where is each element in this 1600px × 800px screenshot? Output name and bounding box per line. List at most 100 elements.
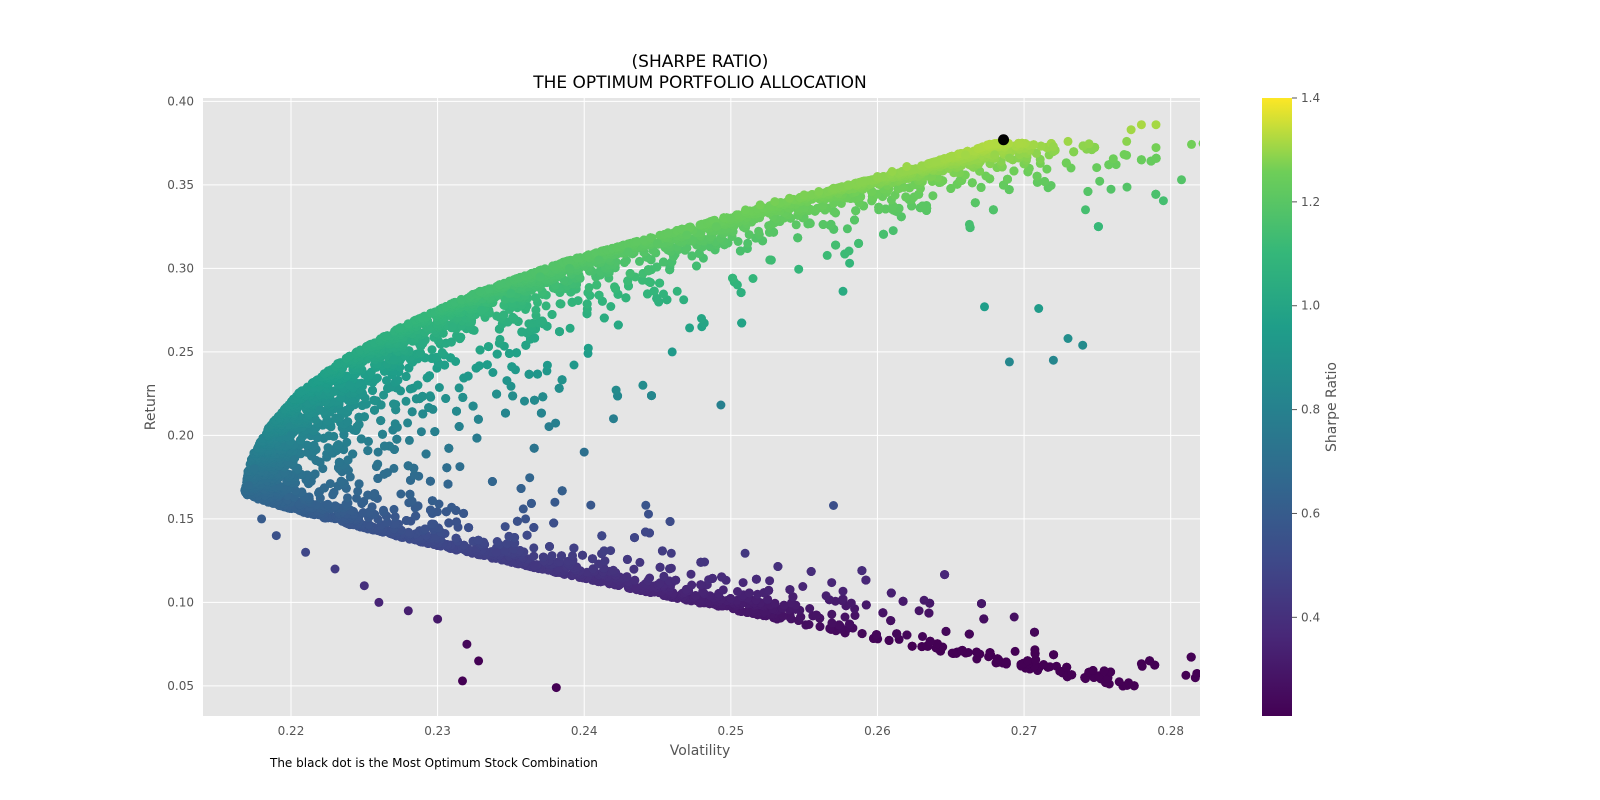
portfolio-point: [691, 591, 701, 601]
portfolio-point: [846, 598, 856, 608]
portfolio-point: [740, 548, 750, 558]
portfolio-point: [324, 431, 334, 441]
portfolio-point: [796, 612, 806, 622]
portfolio-point: [557, 486, 567, 496]
portfolio-point: [599, 546, 609, 556]
portfolio-point: [555, 327, 564, 337]
portfolio-point: [475, 345, 485, 355]
portfolio-point: [508, 391, 518, 401]
portfolio-point: [323, 499, 333, 509]
portfolio-point: [629, 564, 639, 574]
portfolio-point: [666, 548, 676, 558]
portfolio-point: [403, 418, 413, 428]
portfolio-point: [363, 490, 373, 500]
portfolio-point: [454, 422, 464, 431]
portfolio-point: [542, 360, 552, 370]
portfolio-point: [359, 497, 369, 507]
portfolio-point: [716, 400, 726, 410]
portfolio-point: [363, 446, 373, 456]
portfolio-point: [687, 580, 697, 590]
portfolio-point: [1052, 661, 1061, 671]
portfolio-point: [798, 582, 808, 591]
portfolio-point: [1009, 612, 1019, 622]
portfolio-point: [389, 399, 399, 409]
portfolio-point: [487, 477, 497, 486]
chart-title-line-2: THE OPTIMUM PORTFOLIO ALLOCATION: [532, 73, 867, 93]
portfolio-point: [323, 443, 333, 453]
portfolio-point: [333, 440, 343, 449]
portfolio-point: [507, 362, 517, 372]
portfolio-point: [840, 612, 850, 622]
portfolio-point: [484, 342, 493, 352]
portfolio-point: [492, 537, 502, 546]
portfolio-point: [827, 618, 837, 628]
portfolio-point: [898, 596, 908, 606]
portfolio-point: [495, 334, 505, 344]
portfolio-point: [403, 461, 413, 471]
portfolio-point: [815, 622, 825, 632]
portfolio-point: [336, 476, 346, 486]
portfolio-point: [608, 565, 618, 575]
portfolio-point: [364, 519, 373, 529]
portfolio-point: [529, 543, 539, 553]
portfolio-point: [700, 557, 710, 567]
portfolio-point: [473, 414, 483, 424]
portfolio-point: [985, 648, 995, 658]
portfolio-point: [368, 385, 377, 395]
portfolio-point: [501, 408, 510, 418]
portfolio-point: [473, 535, 483, 545]
portfolio-point: [396, 489, 406, 499]
portfolio-point: [665, 517, 675, 526]
portfolio-point: [416, 427, 426, 437]
portfolio-point: [468, 401, 478, 411]
portfolio-point: [430, 427, 440, 437]
portfolio-point: [367, 502, 377, 512]
portfolio-point: [502, 376, 512, 386]
portfolio-point: [437, 348, 447, 357]
portfolio-point: [379, 505, 388, 515]
portfolio-point: [380, 441, 389, 451]
portfolio-point: [964, 629, 974, 639]
portfolio-point: [583, 343, 593, 353]
portfolio-point: [390, 518, 400, 528]
portfolio-point: [369, 395, 379, 405]
portfolio-point: [1192, 669, 1200, 679]
portfolio-point: [940, 570, 950, 580]
portfolio-point: [342, 437, 352, 447]
portfolio-point: [432, 507, 442, 517]
portfolio-point: [979, 614, 989, 624]
portfolio-point: [647, 391, 656, 401]
portfolio-point: [850, 611, 860, 620]
portfolio-point: [924, 608, 934, 618]
portfolio-point: [401, 396, 411, 406]
portfolio-point: [1049, 650, 1059, 660]
portfolio-point: [310, 469, 320, 479]
portfolio-point: [659, 571, 669, 581]
portfolio-point: [518, 504, 528, 514]
portfolio-point: [726, 594, 736, 603]
portfolio-point: [872, 630, 881, 640]
portfolio-point: [738, 578, 748, 588]
portfolio-point: [517, 327, 527, 337]
portfolio-point: [622, 554, 632, 564]
portfolio-point: [482, 360, 492, 370]
portfolio-point: [613, 320, 623, 330]
portfolio-point: [427, 496, 437, 506]
portfolio-point: [655, 562, 665, 572]
portfolio-point: [405, 489, 415, 499]
portfolio-point: [932, 639, 942, 649]
portfolio-point: [390, 419, 400, 429]
portfolio-point: [751, 574, 761, 584]
portfolio-point: [878, 608, 888, 618]
portfolio-point: [488, 368, 498, 377]
portfolio-point: [502, 539, 512, 549]
portfolio-point: [474, 361, 484, 371]
portfolio-point: [919, 595, 929, 605]
portfolio-point: [401, 372, 411, 381]
portfolio-point: [569, 543, 579, 553]
portfolio-point: [329, 488, 339, 497]
portfolio-point: [671, 575, 681, 585]
portfolio-point: [441, 394, 451, 403]
portfolio-point: [529, 523, 539, 532]
portfolio-point: [352, 493, 361, 503]
